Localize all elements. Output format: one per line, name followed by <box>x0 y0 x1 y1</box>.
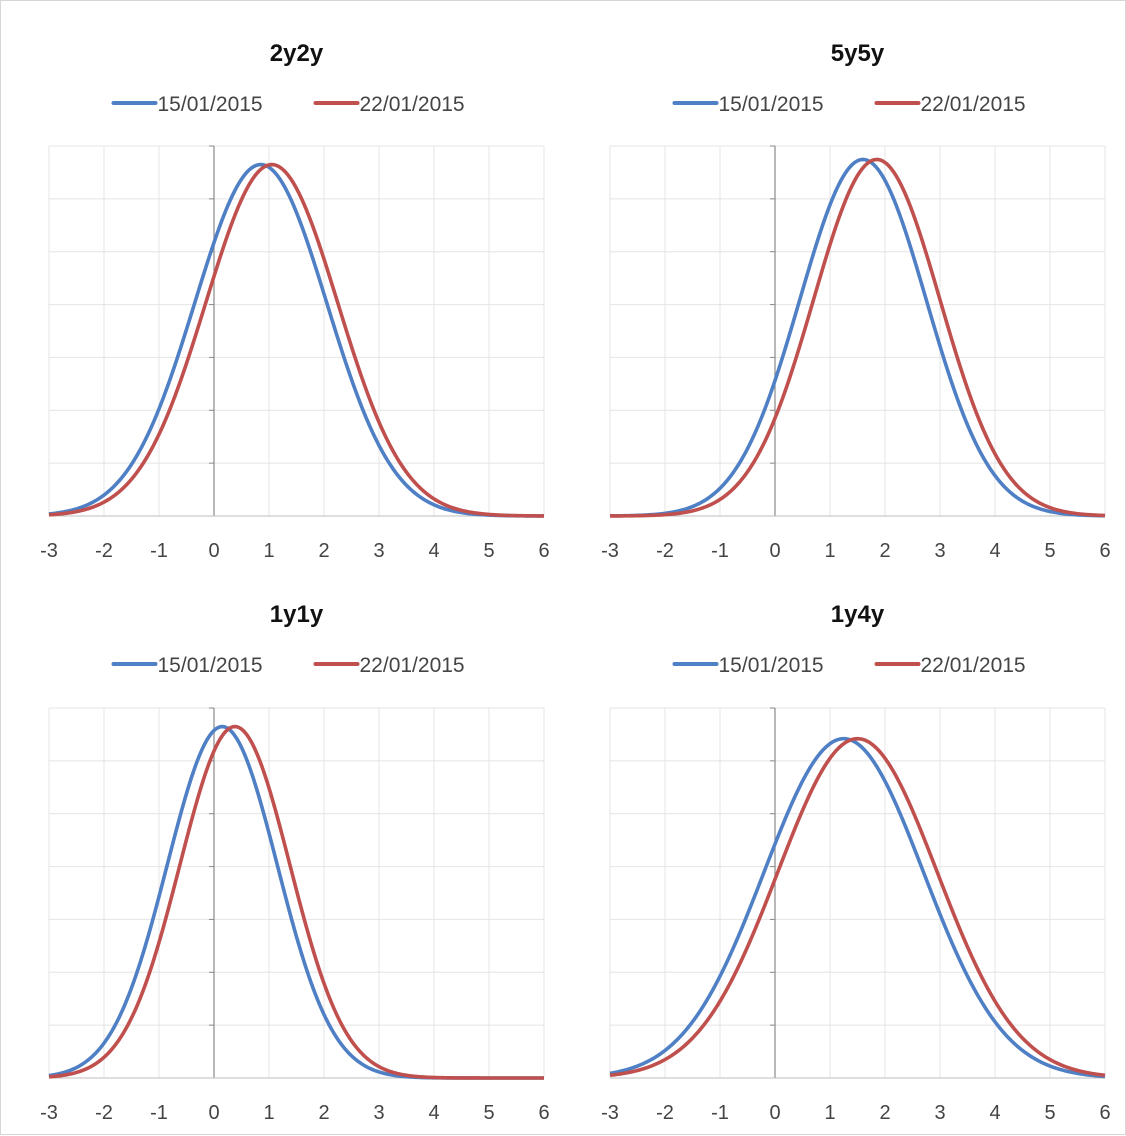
grid <box>609 145 1106 517</box>
x-tick-label: -3 <box>601 540 619 562</box>
x-tick-label: 1 <box>263 540 274 562</box>
legend-label: 22/01/2015 <box>360 93 465 116</box>
series-line-1 <box>48 724 544 1080</box>
legend-label: 15/01/2015 <box>719 93 824 116</box>
x-tick-label: 4 <box>989 1102 1000 1124</box>
x-tick-label: -2 <box>95 540 113 562</box>
x-tick-label: 6 <box>538 1102 549 1124</box>
x-tick-label: 1 <box>824 540 835 562</box>
chart-panel-0: 2y2y 15/01/2015 22/01/2015 -3 -2 -1 0 1 2 3 4 5 6 <box>40 40 549 562</box>
x-tick-label: 6 <box>1099 1102 1110 1124</box>
x-tick-label: 2 <box>318 540 329 562</box>
x-tick-label: -2 <box>95 1102 113 1124</box>
legend-label: 15/01/2015 <box>719 654 824 677</box>
legend-label: 22/01/2015 <box>360 654 465 677</box>
chart-panel-3: 1y4y 15/01/2015 22/01/2015 -3 -2 -1 0 1 2 3 4 5 6 <box>601 601 1110 1124</box>
x-tick-label: -1 <box>150 540 168 562</box>
grid <box>609 707 1106 1079</box>
x-tick-label: 2 <box>879 540 890 562</box>
x-tick-label: -3 <box>40 540 58 562</box>
x-tick-label: 6 <box>538 540 549 562</box>
x-tick-label: 4 <box>428 540 439 562</box>
x-tick-label: -1 <box>711 540 729 562</box>
chart-title: 1y1y <box>270 601 324 628</box>
x-tick-label: 1 <box>263 1102 274 1124</box>
x-tick-label: 5 <box>1044 540 1055 562</box>
x-tick-label: -3 <box>601 1102 619 1124</box>
x-tick-label: 1 <box>824 1102 835 1124</box>
legend-label: 22/01/2015 <box>921 93 1026 116</box>
grid <box>48 145 545 517</box>
chart-panel-2: 1y1y 15/01/2015 22/01/2015 -3 -2 -1 0 1 2 3 4 5 6 <box>40 601 549 1124</box>
x-tick-label: -3 <box>40 1102 58 1124</box>
x-tick-label: -1 <box>711 1102 729 1124</box>
x-tick-label: 6 <box>1099 540 1110 562</box>
chart-title: 5y5y <box>831 40 885 67</box>
x-tick-label: 4 <box>428 1102 439 1124</box>
x-tick-label: 4 <box>989 540 1000 562</box>
series-line-0 <box>609 157 1106 518</box>
x-tick-label: -1 <box>150 1102 168 1124</box>
series-line-0 <box>48 162 544 518</box>
x-tick-label: 5 <box>483 1102 494 1124</box>
legend-label: 22/01/2015 <box>921 654 1026 677</box>
x-tick-label: 5 <box>483 540 494 562</box>
chart-panel-1: 5y5y 15/01/2015 22/01/2015 -3 -2 -1 0 1 2 3 4 5 6 <box>601 40 1110 562</box>
series-line-1 <box>609 157 1106 518</box>
chart-title: 1y4y <box>831 601 885 628</box>
series-line-1 <box>48 162 545 518</box>
legend-label: 15/01/2015 <box>158 93 263 116</box>
x-tick-label: 3 <box>373 540 384 562</box>
x-tick-label: 5 <box>1044 1102 1055 1124</box>
x-tick-label: 3 <box>934 1102 945 1124</box>
chart-title: 2y2y <box>270 40 324 67</box>
legend-label: 15/01/2015 <box>158 654 263 677</box>
x-tick-label: 3 <box>373 1102 384 1124</box>
x-tick-label: 3 <box>934 540 945 562</box>
x-tick-label: 0 <box>769 1102 780 1124</box>
x-tick-label: 0 <box>208 540 219 562</box>
x-tick-label: -2 <box>656 1102 674 1124</box>
x-tick-label: 0 <box>769 540 780 562</box>
x-tick-label: 2 <box>318 1102 329 1124</box>
x-tick-label: -2 <box>656 540 674 562</box>
series-line-0 <box>609 736 1106 1079</box>
x-tick-label: 0 <box>208 1102 219 1124</box>
x-tick-label: 2 <box>879 1102 890 1124</box>
series-line-1 <box>609 736 1106 1078</box>
